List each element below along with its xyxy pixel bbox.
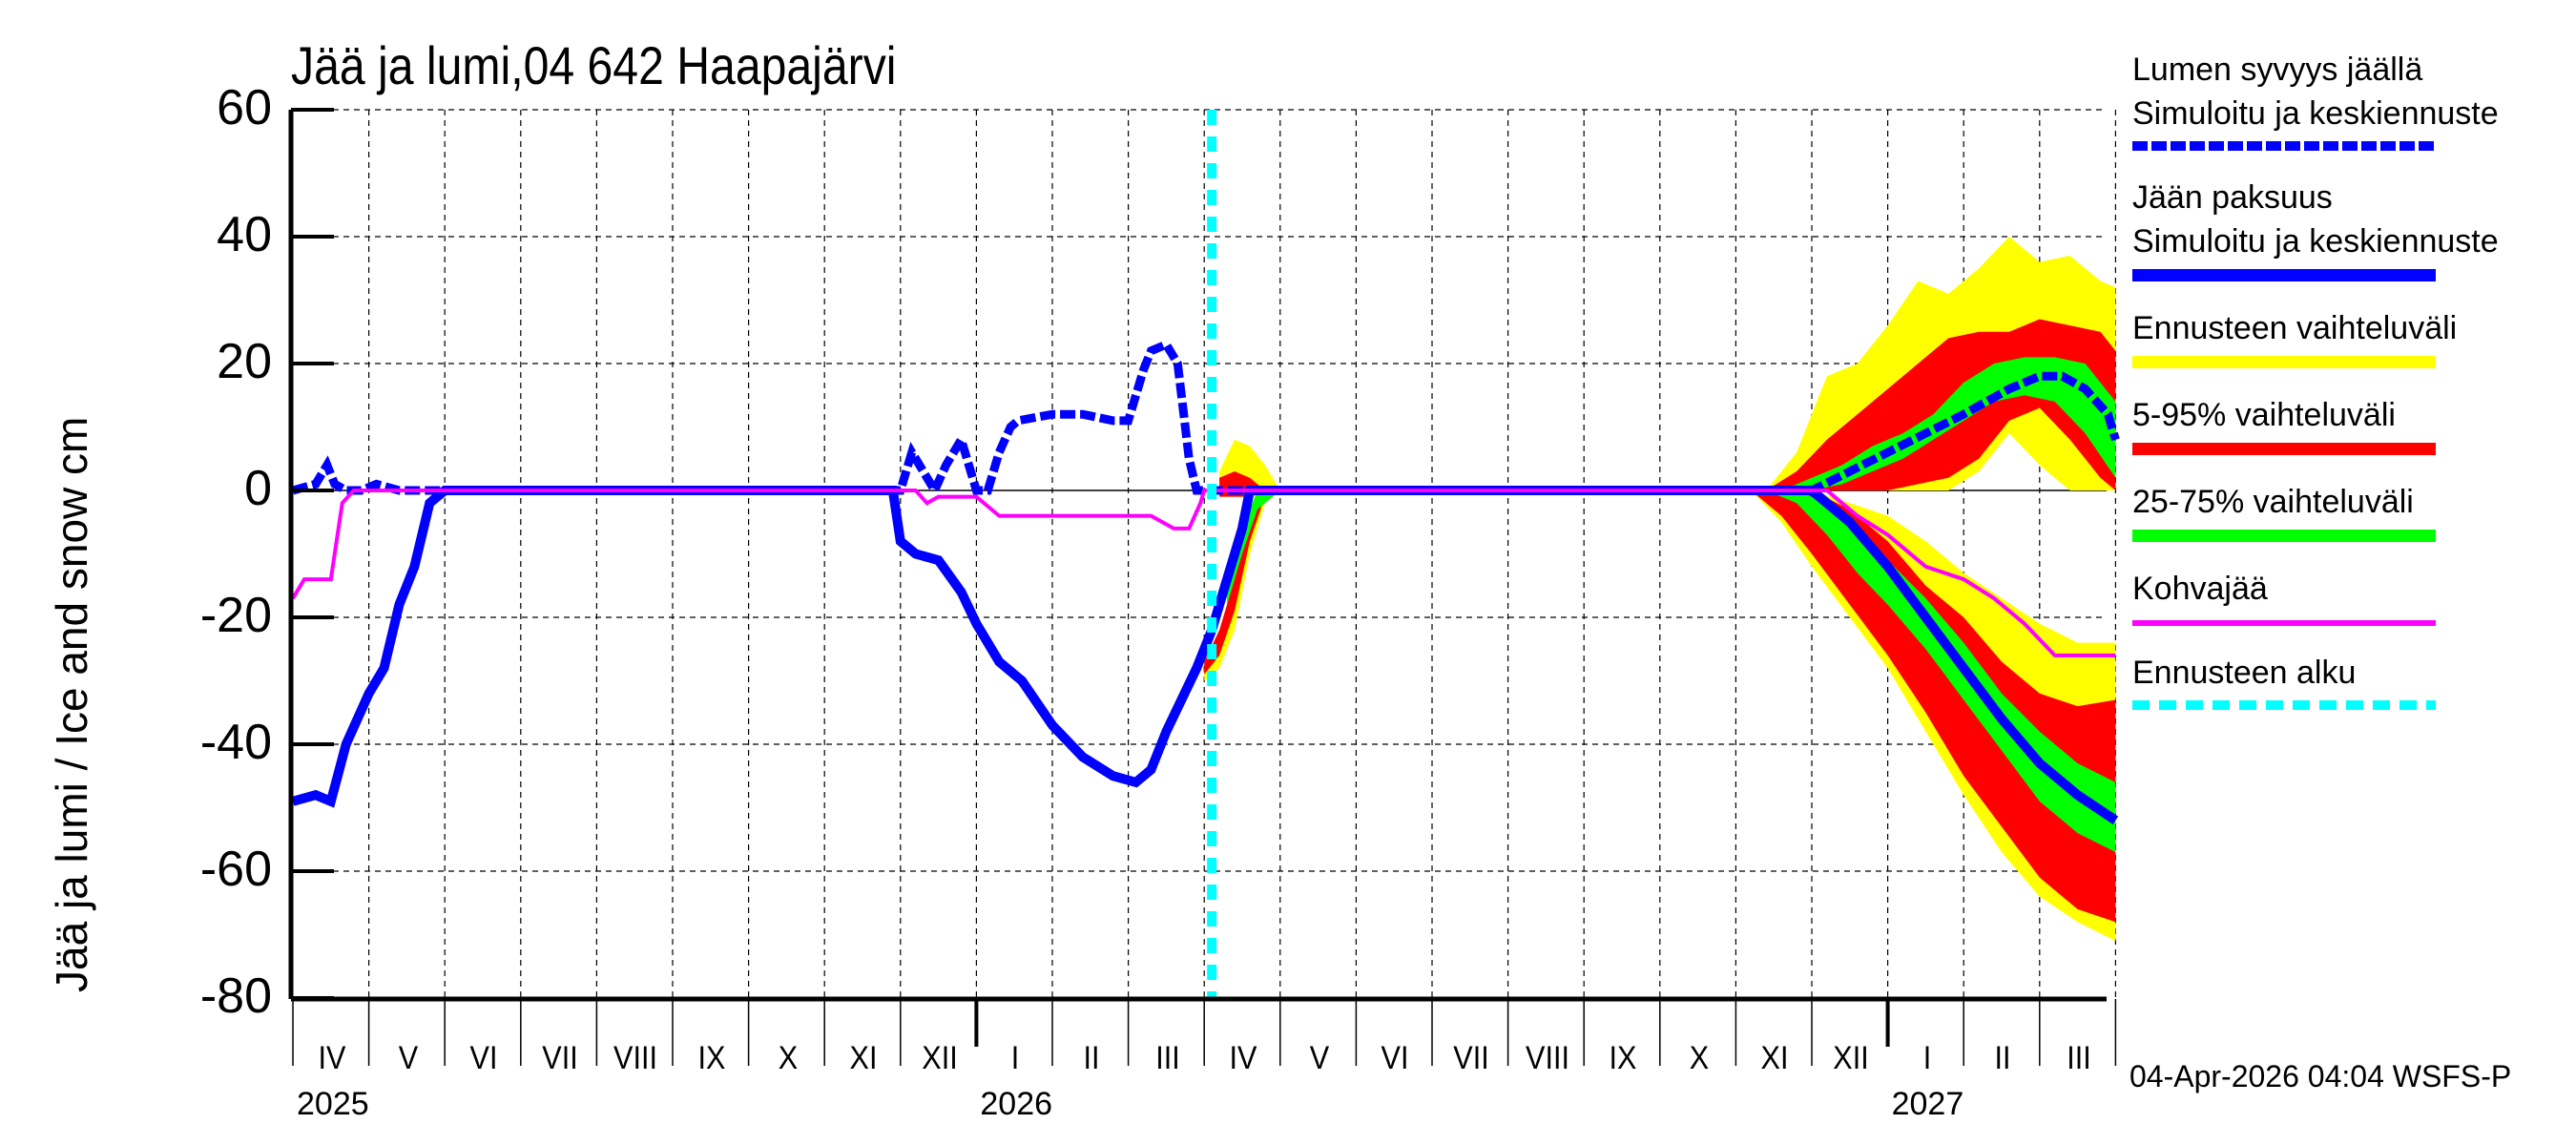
month-label: I (1922, 1040, 1931, 1076)
y-tick-label: 20 (217, 334, 272, 389)
legend-label: Jään paksuus (2132, 179, 2333, 216)
legend-item-ice-thickness: Jään paksuus Simuloitu ja keskiennuste (2132, 176, 2571, 281)
green-swatch-icon (2132, 530, 2436, 542)
legend-item-slush-ice: Kohvajää (2132, 567, 2571, 626)
month-label: VII (542, 1040, 578, 1076)
month-label: V (1309, 1040, 1330, 1076)
month-label: IX (1609, 1040, 1637, 1076)
month-label: IX (697, 1040, 726, 1076)
month-label: VI (1381, 1040, 1409, 1076)
y-tick-label: -80 (199, 968, 272, 1024)
month-label: VIII (1525, 1040, 1569, 1076)
month-label: VI (469, 1040, 498, 1076)
legend-item-forecast-start: Ennusteen alku (2132, 651, 2571, 710)
legend-item-snow-depth: Lumen syvyys jäällä Simuloitu ja keskien… (2132, 48, 2571, 151)
year-label: 2026 (980, 1086, 1053, 1122)
legend-label: Ennusteen vaihteluväli (2132, 310, 2458, 346)
legend-label: Ennusteen alku (2132, 655, 2357, 691)
month-label: VIII (613, 1040, 658, 1076)
cyan-dashed-swatch-icon (2132, 700, 2436, 710)
month-label: I (1011, 1040, 1020, 1076)
y-tick-label: 40 (217, 207, 272, 262)
month-label: IV (1229, 1040, 1257, 1076)
legend-label: 25-75% vaihteluväli (2132, 484, 2414, 520)
month-label: II (1083, 1040, 1100, 1076)
month-label: V (398, 1040, 418, 1076)
series-lines (291, 339, 2120, 824)
month-label: XI (849, 1040, 878, 1076)
legend-label: Lumen syvyys jäällä (2132, 52, 2423, 88)
legend: Lumen syvyys jäällä Simuloitu ja keskien… (2132, 48, 2571, 735)
y-axis-label: Jää ja lumi / Ice and snow cm (47, 416, 96, 992)
legend-item-25-75-range: 25-75% vaihteluväli (2132, 480, 2571, 542)
legend-item-forecast-range: Ennusteen vaihteluväli (2132, 306, 2571, 368)
yellow-swatch-icon (2132, 356, 2436, 368)
y-tick-label: -60 (199, 842, 272, 897)
legend-item-5-95-range: 5-95% vaihteluväli (2132, 393, 2571, 455)
year-label: 2027 (1891, 1086, 1964, 1122)
legend-sublabel: Simuloitu ja keskiennuste (2132, 95, 2499, 132)
timestamp: 04-Apr-2026 04:04 WSFS-P (2129, 1059, 2512, 1093)
y-tick-label: -20 (199, 588, 272, 643)
axes (288, 108, 2117, 1066)
red-swatch-icon (2132, 443, 2436, 455)
month-label: X (1689, 1040, 1710, 1076)
month-label: XII (922, 1040, 958, 1076)
magenta-line-swatch-icon (2132, 620, 2436, 626)
dashed-line-swatch-icon (2132, 141, 2436, 151)
chart-title: Jää ja lumi,04 642 Haapajärvi (291, 35, 897, 95)
legend-label: Kohvajää (2132, 571, 2268, 607)
month-label: X (778, 1040, 798, 1076)
y-tick-label: -40 (199, 715, 272, 770)
month-label: IV (318, 1040, 346, 1076)
year-label: 2025 (297, 1086, 369, 1122)
legend-label: 5-95% vaihteluväli (2132, 397, 2396, 433)
legend-sublabel: Simuloitu ja keskiennuste (2132, 223, 2499, 260)
month-label: II (1994, 1040, 2011, 1076)
solid-line-swatch-icon (2132, 269, 2436, 281)
y-tick-label: 60 (217, 80, 272, 135)
y-tick-label: 0 (244, 461, 272, 516)
month-label: XI (1760, 1040, 1789, 1076)
month-label: XII (1833, 1040, 1869, 1076)
month-label: III (2067, 1040, 2091, 1076)
month-label: VII (1453, 1040, 1489, 1076)
month-label: III (1154, 1040, 1180, 1076)
